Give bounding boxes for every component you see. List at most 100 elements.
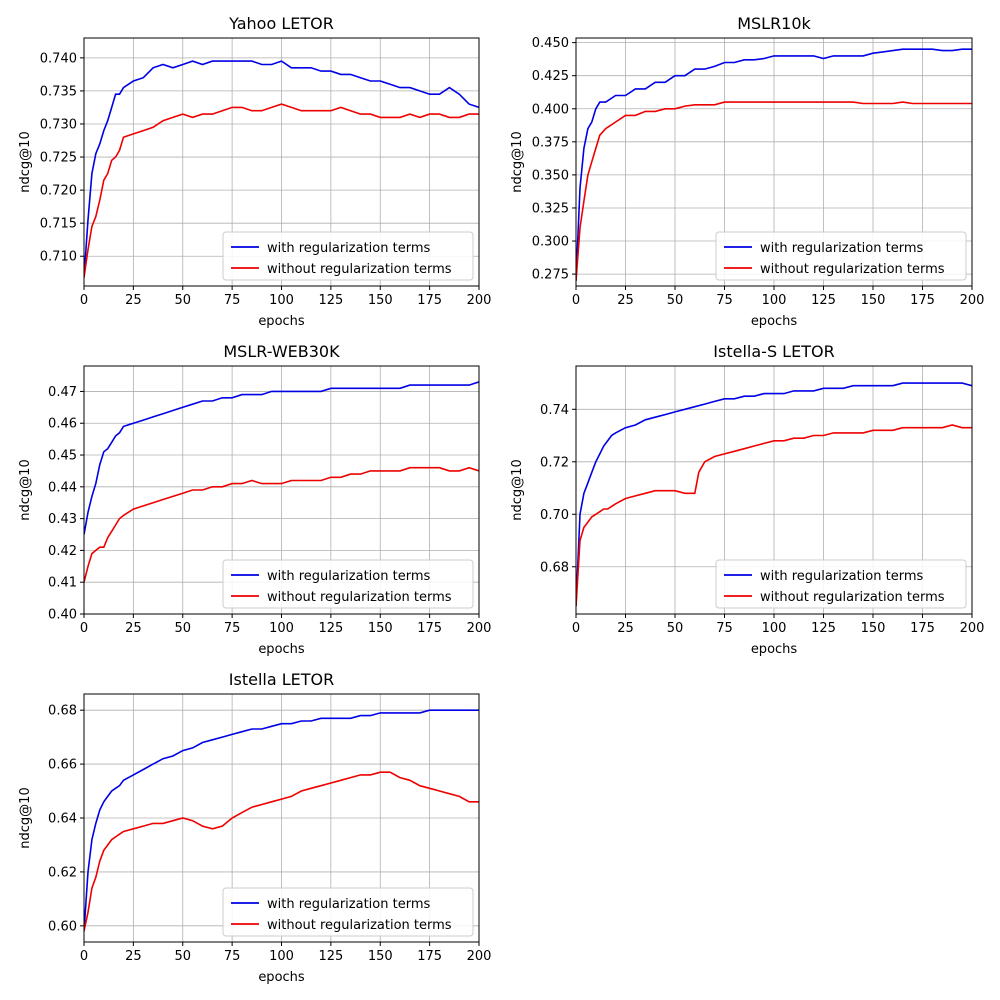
y-tick-label: 0.740	[40, 51, 77, 66]
x-tick-label: 200	[960, 621, 985, 636]
chart-panel: 0 25 50 75 100 125 150 175 200 0.275 0.300 0.325 0.3…	[510, 14, 984, 329]
x-tick-label: 200	[467, 621, 492, 636]
x-tick-label: 75	[716, 293, 733, 308]
chart-title: Yahoo LETOR	[228, 14, 334, 33]
x-tick-label: 100	[269, 621, 294, 636]
y-axis-label: ndcg@10	[510, 131, 525, 192]
legend-label-with: with regularization terms	[760, 569, 923, 584]
series-line-with-regularization	[576, 382, 972, 607]
y-tick-label: 0.68	[540, 560, 569, 575]
y-tick-label: 0.450	[532, 36, 569, 51]
legend-box	[222, 887, 474, 937]
legend-label-with: with regularization terms	[267, 569, 430, 584]
x-tick-label: 150	[861, 621, 886, 636]
x-tick-label: 150	[368, 293, 393, 308]
x-tick-label: 0	[572, 293, 580, 308]
series-line-without-regularization	[576, 101, 972, 281]
series-line-without-regularization	[84, 466, 479, 583]
x-tick-label: 100	[762, 621, 787, 636]
x-tick-label: 125	[318, 293, 343, 308]
x-tick-label: 200	[467, 949, 492, 964]
y-tick-label: 0.400	[532, 102, 569, 117]
y-tick-label: 0.275	[532, 268, 569, 283]
x-axis-label: epochs	[258, 642, 305, 657]
series-line-without-regularization	[576, 424, 972, 607]
legend-label-without: without regularization terms	[267, 918, 452, 933]
x-tick-label: 100	[269, 293, 294, 308]
y-tick-label: 0.720	[40, 184, 77, 199]
series-line-with-regularization	[84, 60, 479, 278]
x-axis-label: epochs	[258, 314, 305, 329]
legend-box	[222, 231, 474, 281]
x-tick-label: 25	[617, 621, 634, 636]
series-line-with-regularization	[576, 48, 972, 281]
legend: with regularization terms without regular…	[222, 559, 474, 609]
x-tick-label: 50	[667, 621, 684, 636]
y-axis-label: ndcg@10	[510, 459, 525, 520]
y-tick-label: 0.68	[48, 704, 77, 719]
legend-box	[222, 559, 474, 609]
x-tick-label: 125	[318, 949, 343, 964]
legend: with regularization terms without regular…	[222, 231, 474, 281]
x-tick-label: 25	[617, 293, 634, 308]
y-axis-label: ndcg@10	[18, 787, 33, 848]
chart-title: MSLR10k	[737, 14, 811, 33]
y-tick-label: 0.66	[48, 758, 77, 773]
chart-panel: 0 25 50 75 100 125 150 175 200 0.60 0.62 0.64 0.66 0.…	[18, 670, 491, 985]
x-tick-label: 75	[716, 621, 733, 636]
y-axis-label: ndcg@10	[18, 131, 33, 192]
legend-label-without: without regularization terms	[760, 590, 945, 605]
series-line-with-regularization	[84, 381, 479, 535]
legend-label-with: with regularization terms	[267, 241, 430, 256]
x-tick-label: 0	[80, 293, 88, 308]
y-tick-label: 0.325	[532, 201, 569, 216]
x-tick-label: 100	[269, 949, 294, 964]
x-tick-label: 25	[125, 621, 142, 636]
y-tick-label: 0.710	[40, 250, 77, 265]
x-axis-label: epochs	[751, 642, 798, 657]
legend-label-with: with regularization terms	[267, 897, 430, 912]
legend: with regularization terms without regular…	[715, 231, 967, 281]
y-tick-label: 0.375	[532, 135, 569, 150]
x-tick-label: 25	[125, 293, 142, 308]
x-tick-label: 150	[368, 949, 393, 964]
x-tick-label: 75	[224, 293, 241, 308]
y-tick-label: 0.45	[48, 449, 77, 464]
x-tick-label: 125	[811, 621, 836, 636]
x-tick-label: 200	[960, 293, 985, 308]
x-tick-label: 50	[174, 621, 191, 636]
y-tick-label: 0.350	[532, 168, 569, 183]
x-tick-label: 175	[417, 621, 442, 636]
chart-title: Istella LETOR	[229, 670, 334, 689]
x-tick-label: 150	[368, 621, 393, 636]
y-tick-label: 0.46	[48, 417, 77, 432]
chart-panel: 0 25 50 75 100 125 150 175 200 0.68 0.70 0.72 0.74 Is…	[510, 342, 984, 657]
x-axis-label: epochs	[751, 314, 798, 329]
x-tick-label: 25	[125, 949, 142, 964]
x-tick-label: 50	[174, 949, 191, 964]
legend-label-with: with regularization terms	[760, 241, 923, 256]
legend-label-without: without regularization terms	[760, 262, 945, 277]
y-tick-label: 0.74	[540, 403, 569, 418]
chart-title: Istella-S LETOR	[713, 342, 834, 361]
legend: with regularization terms without regular…	[715, 559, 967, 609]
x-axis-label: epochs	[258, 970, 305, 985]
x-tick-label: 0	[80, 621, 88, 636]
y-tick-label: 0.43	[48, 512, 77, 527]
y-tick-label: 0.60	[48, 919, 77, 934]
x-tick-label: 200	[467, 293, 492, 308]
y-tick-label: 0.425	[532, 69, 569, 84]
x-tick-label: 150	[861, 293, 886, 308]
legend-box	[715, 231, 967, 281]
series-line-without-regularization	[84, 103, 479, 278]
x-tick-label: 0	[572, 621, 580, 636]
x-tick-label: 125	[318, 621, 343, 636]
legend: with regularization terms without regular…	[222, 887, 474, 937]
x-tick-label: 0	[80, 949, 88, 964]
y-tick-label: 0.40	[48, 608, 77, 623]
series-line-without-regularization	[84, 771, 479, 932]
y-tick-label: 0.62	[48, 865, 77, 880]
y-tick-label: 0.70	[540, 508, 569, 523]
chart-panel: 0 25 50 75 100 125 150 175 200 0.40 0.41 0.42 0.43 0.…	[18, 342, 491, 657]
